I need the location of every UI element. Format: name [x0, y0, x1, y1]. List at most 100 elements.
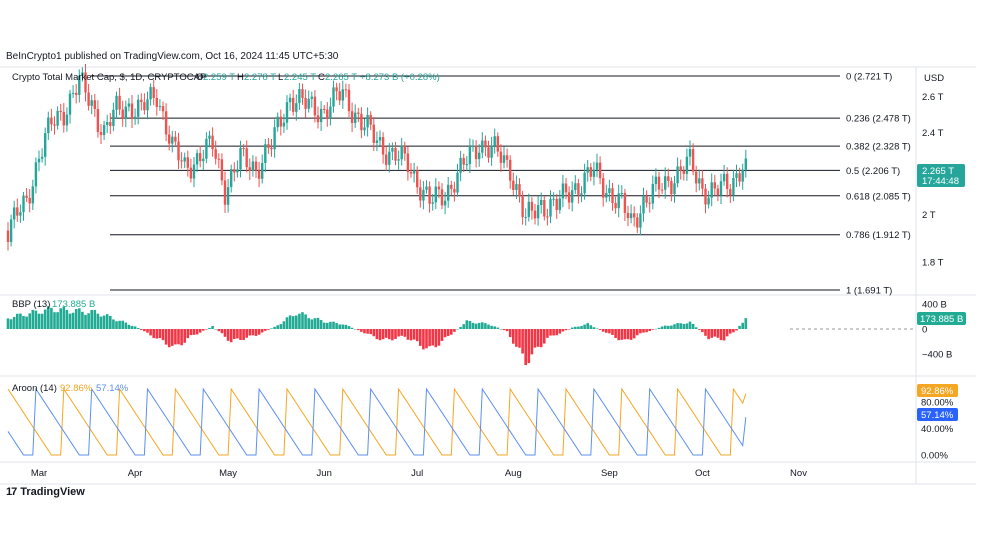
candle-down [59, 110, 62, 112]
aroon-axis[interactable]: 80.00% 40.00% 0.00% [921, 398, 954, 462]
candle-down [701, 178, 704, 189]
bbp-bar-positive [68, 313, 72, 329]
bbp-bar-negative [431, 329, 434, 346]
currency-label[interactable]: USD [924, 73, 944, 84]
bbp-bar-negative [155, 329, 159, 339]
bbp-bar-negative [518, 329, 521, 348]
candle-down [304, 98, 307, 109]
bbp-bar-negative [192, 329, 196, 335]
bbp-bar-positive [657, 327, 661, 329]
candle-up [722, 173, 726, 182]
time-axis[interactable]: Mar Apr May Jun Jul Aug Sep Oct Nov [31, 468, 807, 479]
bbp-bar-negative [722, 329, 726, 341]
bbp-bar-negative [149, 329, 152, 336]
candle-down [93, 100, 96, 110]
candle-up [639, 213, 642, 228]
aroon-label: Aroon (14) [12, 383, 57, 394]
candle-up [685, 156, 689, 174]
candle-up [425, 186, 428, 190]
bbp-bar-positive [744, 318, 748, 329]
bbp-tag-bg [917, 312, 966, 325]
bbp-bar-negative [567, 329, 571, 330]
candle-down [168, 134, 171, 144]
bbp-bar-positive [493, 326, 496, 329]
ohlc-high-label: H [237, 72, 244, 83]
bbp-bar-positive [676, 323, 679, 329]
bbp-bar-positive [208, 327, 211, 329]
tradingview-logo[interactable]: 17 TradingView [6, 486, 85, 498]
candle-up [47, 117, 50, 134]
candle-up [127, 103, 131, 107]
candle-down [357, 112, 360, 114]
candle-up [400, 145, 403, 160]
bbp-bar-negative [360, 329, 363, 332]
candle-down [87, 92, 90, 106]
candle-up [620, 192, 623, 194]
candle-down [577, 183, 580, 195]
candle-down [344, 89, 348, 91]
candle-down [428, 186, 431, 204]
ohlc-close: 2.265 T [325, 72, 357, 83]
bbp-bar-negative [598, 329, 602, 330]
bbp-bar-positive [53, 312, 56, 329]
bbp-bar-positive [282, 321, 286, 329]
candle-up [9, 219, 13, 243]
bbp-bar-negative [198, 329, 202, 333]
candle-down [242, 148, 245, 150]
bbp-bar-negative [645, 329, 648, 333]
bbp-bar-negative [267, 329, 270, 330]
candle-up [68, 93, 72, 115]
candle-up [13, 207, 16, 220]
fibonacci-retracement[interactable]: 0 (2.721 T) 0.236 (2.478 T) 0.382 (2.328 T… [90, 72, 911, 297]
bbp-axis[interactable]: 400 B 0 −400 B [922, 300, 952, 361]
aroon-up-tag-bg [917, 384, 958, 397]
candle-up [688, 149, 692, 157]
bbp-bar-positive [456, 329, 459, 330]
candle-down [512, 180, 515, 190]
bbp-bar-positive [496, 327, 500, 329]
candle-up [202, 158, 205, 162]
candle-down [360, 113, 363, 131]
bbp-bar-negative [530, 329, 534, 355]
bbp-bar-positive [741, 322, 744, 329]
bbp-bar-negative [729, 329, 732, 334]
bbp-bar-positive [465, 320, 469, 329]
candle-up [288, 97, 292, 103]
candle-up [468, 147, 472, 165]
candle-up [744, 158, 747, 170]
bbp-bar-positive [586, 323, 589, 329]
ohlc-high: 2.278 T [244, 72, 276, 83]
bbp-value: 173.885 B [52, 299, 95, 310]
bbp-bar-positive [685, 323, 689, 329]
bbp-bar-positive [298, 313, 301, 329]
candle-up [171, 136, 174, 144]
bbp-bar-negative [400, 329, 403, 336]
bbp-bar-positive [37, 313, 41, 329]
candle-up [465, 164, 468, 166]
bbp-bar-negative [642, 329, 645, 333]
bbp-bar-negative [440, 329, 444, 341]
candle-down [713, 182, 716, 189]
bbp-bar-negative [437, 329, 441, 346]
candle-down [533, 210, 537, 219]
candle-down [543, 199, 546, 217]
candle-down [636, 217, 639, 228]
candle-down [440, 189, 444, 206]
candle-down [220, 159, 224, 181]
candle-down [323, 108, 326, 110]
candlestick-series [6, 64, 747, 251]
candle-up [65, 114, 69, 126]
candle-down [416, 170, 419, 188]
candle-up [378, 137, 382, 141]
bbp-bar-positive [28, 313, 31, 329]
bbp-bar-negative [719, 329, 723, 341]
candle-down [96, 109, 100, 133]
candle-down [505, 155, 509, 160]
time-axis-tick: Nov [790, 468, 807, 479]
bbp-bar-negative [422, 329, 425, 350]
ohlc-open-label: O [196, 72, 203, 83]
candle-up [595, 162, 599, 170]
bbp-bar-positive [56, 312, 59, 329]
bbp-bar-positive [570, 327, 574, 329]
